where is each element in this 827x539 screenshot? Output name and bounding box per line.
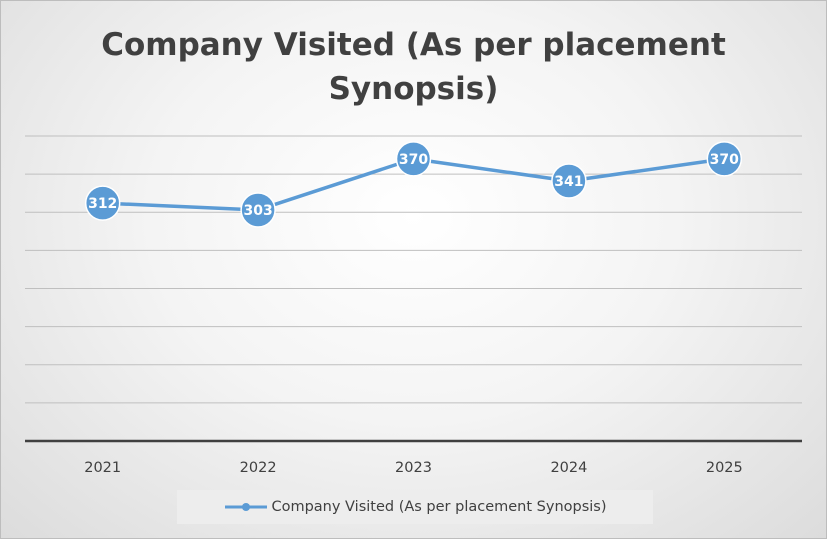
data-markers: 312 303 370 341 370	[84, 141, 743, 228]
data-label: 312	[88, 196, 117, 212]
x-tick-label: 2022	[240, 460, 277, 476]
data-point	[706, 141, 743, 177]
x-tick-label: 2025	[706, 460, 743, 476]
data-point	[240, 192, 276, 228]
x-tick-label: 2024	[550, 460, 587, 476]
data-point	[395, 141, 432, 177]
x-tick-labels: 2021 2022 2023 2024 2025	[84, 460, 743, 476]
chart-title: Company Visited (As per placement Synops…	[101, 27, 726, 107]
data-point	[84, 185, 121, 221]
legend-line-marker-icon	[225, 503, 268, 511]
legend-label: Company Visited (As per placement Synops…	[271, 499, 607, 515]
data-point	[551, 163, 587, 199]
data-label: 303	[243, 203, 272, 219]
x-tick-label: 2023	[395, 460, 432, 476]
data-label: 341	[554, 174, 583, 190]
legend: Company Visited (As per placement Synops…	[177, 490, 653, 524]
data-label: 370	[710, 152, 739, 168]
x-tick-label: 2021	[84, 460, 121, 476]
data-label: 370	[399, 152, 428, 168]
